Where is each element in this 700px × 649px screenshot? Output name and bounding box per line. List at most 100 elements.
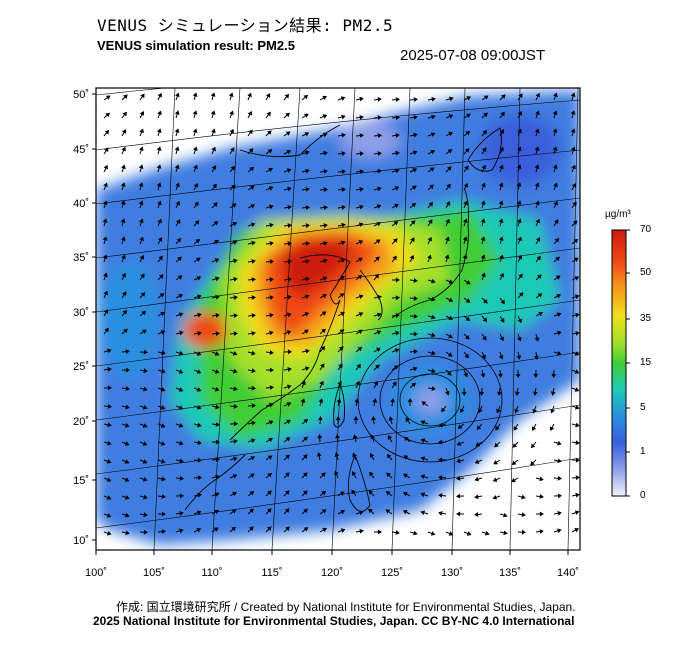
wind-arrow-head — [215, 276, 220, 282]
wind-arrow-head — [517, 128, 522, 134]
wind-arrow-head — [196, 351, 202, 356]
wind-arrow-head — [139, 236, 144, 242]
wind-arrow-head — [212, 183, 217, 189]
wind-arrow-head — [178, 294, 184, 299]
wind-arrow-head — [556, 351, 562, 356]
wind-arrow-head — [456, 458, 461, 464]
wind-arrow-head — [197, 475, 202, 481]
wind-arrow-head — [285, 490, 290, 495]
wind-arrow-head — [480, 254, 486, 259]
wind-arrow-head — [138, 182, 144, 187]
wind-arrow-head — [196, 404, 202, 410]
wind-arrow-head — [480, 236, 486, 241]
wind-arrow-head — [125, 530, 130, 536]
wind-arrow-head — [413, 132, 418, 138]
wind-arrow-head — [512, 443, 518, 448]
wind-arrow-head — [465, 130, 471, 136]
wind-arrow-head — [248, 129, 253, 135]
wind-arrow-head — [570, 92, 576, 97]
wind-arrow-head — [249, 166, 255, 172]
wind-arrow-head — [233, 313, 238, 319]
wind-arrow-head — [482, 129, 488, 135]
wind-arrow-head — [102, 200, 108, 206]
wind-arrow-head — [464, 353, 469, 359]
wind-arrow-head — [474, 494, 479, 500]
wind-arrow-head — [179, 440, 184, 446]
wind-arrow-head — [195, 257, 201, 262]
wind-arrow-head — [557, 510, 562, 516]
wind-arrow-head — [322, 527, 327, 533]
wind-arrow-head — [197, 457, 202, 463]
wind-arrow-head — [103, 290, 108, 296]
wind-arrow-head — [549, 426, 555, 432]
license-line: 2025 National Institute for Environmenta… — [93, 614, 575, 628]
wind-arrow-head — [359, 187, 364, 192]
wind-arrow-head — [355, 380, 360, 386]
wind-arrow-head — [102, 236, 108, 241]
wind-arrow-head — [413, 295, 418, 301]
wind-arrow-head — [463, 182, 469, 188]
wind-arrow-head — [287, 204, 292, 210]
wind-arrow-head — [286, 168, 292, 173]
wind-arrow-head — [251, 385, 256, 391]
wind-arrow-head — [402, 510, 408, 515]
wind-arrow-head — [285, 131, 291, 136]
wind-arrow-head — [463, 372, 468, 378]
wind-arrow-head — [538, 311, 543, 317]
wind-arrow-head — [177, 256, 182, 262]
wind-arrow-head — [268, 186, 274, 191]
colorbar-ticks — [626, 229, 630, 497]
wind-arrow-head — [143, 368, 148, 374]
wind-arrow-head — [303, 436, 308, 442]
wind-arrow-head — [413, 115, 418, 120]
wind-arrow-head — [553, 182, 558, 188]
wind-arrow-head — [196, 510, 202, 516]
wind-arrow-head — [334, 470, 339, 476]
wind-arrow-head — [340, 528, 346, 533]
wind-arrow-head — [141, 329, 147, 334]
wind-arrow-head — [534, 164, 540, 169]
wind-arrow-head — [521, 529, 526, 535]
wind-arrow-head — [304, 294, 310, 300]
wind-arrow-head — [493, 460, 499, 465]
wind-arrow-head — [444, 390, 450, 396]
wind-arrow-head — [420, 456, 426, 462]
wind-arrow-head — [269, 240, 274, 246]
wind-arrow-head — [267, 526, 272, 531]
wind-arrow-head — [534, 182, 540, 187]
wind-arrow-head — [339, 491, 345, 496]
wind-arrow-head — [438, 493, 443, 498]
wind-arrow-head — [395, 168, 400, 174]
wind-arrow-head — [375, 347, 381, 352]
wind-arrow-head — [334, 452, 340, 457]
wind-arrow-head — [393, 365, 399, 370]
wind-arrow-head — [196, 294, 202, 300]
wind-arrow-head — [370, 434, 376, 440]
lat-label: 10˚ — [73, 535, 89, 547]
wind-arrow-head — [122, 111, 127, 117]
wind-arrow-head — [370, 453, 375, 458]
wind-arrow-head — [196, 387, 202, 392]
wind-arrow-head — [251, 240, 256, 246]
wind-arrow-head — [571, 183, 577, 188]
wind-arrow-head — [320, 345, 326, 351]
wind-arrow-head — [463, 200, 468, 206]
wind-arrow-head — [376, 330, 382, 335]
wind-arrow-head — [482, 147, 487, 153]
wind-arrow-head — [375, 256, 380, 262]
wind-arrow-head — [250, 456, 256, 461]
lon-label: 125˚ — [381, 567, 403, 579]
wind-arrow-head — [552, 164, 558, 170]
wind-arrow-head — [516, 218, 522, 224]
wind-arrow-head — [215, 474, 220, 480]
wind-arrow-head — [445, 201, 451, 206]
wind-arrow-head — [438, 422, 443, 428]
wind-arrow-head — [387, 435, 393, 440]
wind-arrow-head — [179, 475, 184, 481]
wind-arrow-head — [142, 441, 148, 446]
wind-arrow-head — [125, 404, 130, 410]
wind-arrow-head — [232, 222, 238, 227]
wind-arrow-head — [413, 313, 418, 319]
wind-arrow-head — [157, 237, 163, 242]
wind-arrow-head — [465, 298, 471, 303]
